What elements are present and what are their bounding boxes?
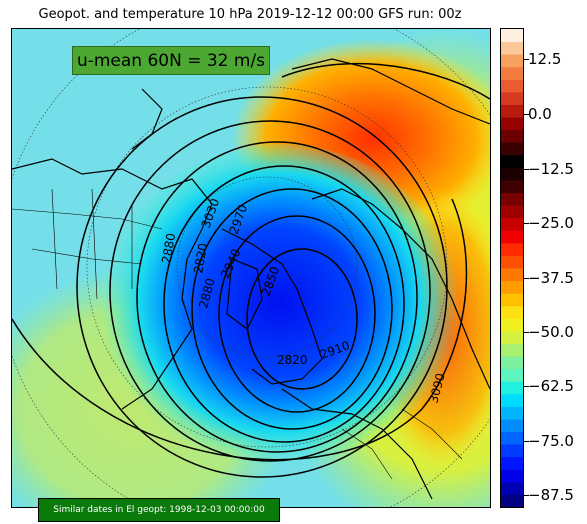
colorbar-band	[501, 330, 523, 344]
contour-label: 2820	[277, 353, 308, 367]
geopotential-contours	[12, 62, 490, 478]
map-panel: 3030 2970 2940 2850 2910 2880 3090 2820 …	[11, 28, 491, 508]
colorbar-band	[501, 343, 523, 357]
colorbar-band	[501, 494, 523, 507]
colorbar-tick	[523, 386, 529, 387]
colorbar-band	[501, 129, 523, 143]
colorbar-tick	[523, 441, 529, 442]
colorbar-band	[501, 230, 523, 244]
colorbar-band	[501, 469, 523, 483]
colorbar-band	[501, 192, 523, 206]
colorbar-band	[501, 280, 523, 294]
colorbar-band	[501, 205, 523, 219]
colorbar-band	[501, 318, 523, 332]
contour-label: 2820	[191, 242, 210, 275]
colorbar-band	[501, 66, 523, 80]
colorbar-band	[501, 255, 523, 269]
colorbar-label: −12.5	[528, 160, 574, 178]
colorbar-label: 12.5	[528, 50, 562, 68]
colorbar-band	[501, 179, 523, 194]
colorbar-band	[501, 29, 523, 43]
colorbar-label: −75.0	[528, 432, 574, 450]
graticule	[12, 29, 490, 507]
colorbar-tick	[523, 332, 529, 333]
colorbar-band	[501, 242, 523, 256]
colorbar-label: −62.5	[528, 377, 574, 395]
polar-vortex-cold-core	[100, 144, 460, 474]
colorbar-band	[501, 406, 523, 420]
colorbar-band	[501, 217, 523, 231]
colorbar-band	[501, 54, 523, 68]
colorbar-tick	[523, 59, 529, 60]
colorbar-band	[501, 79, 523, 93]
colorbar-label: −25.0	[528, 214, 574, 232]
temperature-map: 3030 2970 2940 2850 2910 2880 3090 2820 …	[12, 29, 490, 507]
colorbar-band	[501, 305, 523, 319]
colorbar-band	[501, 142, 523, 156]
chart-title: Geopot. and temperature 10 hPa 2019-12-1…	[38, 7, 462, 22]
colorbar-band	[501, 368, 523, 382]
colorbar-band	[501, 154, 523, 168]
colorbar-label: −37.5	[528, 269, 574, 287]
colorbar-band	[501, 268, 523, 282]
colorbar	[500, 28, 524, 508]
similar-dates-label: Similar dates in El geopt: 1998-12-03 00…	[38, 498, 280, 522]
colorbar-band	[501, 293, 523, 307]
colorbar-label: 0.0	[528, 105, 552, 123]
colorbar-band	[501, 167, 523, 181]
colorbar-band	[501, 393, 523, 407]
colorbar-tick	[523, 114, 529, 115]
colorbar-band	[501, 104, 523, 118]
umean-label: u-mean 60N = 32 m/s	[72, 46, 270, 75]
colorbar-band	[501, 356, 523, 370]
colorbar-label: −50.0	[528, 323, 574, 341]
colorbar-band	[501, 117, 523, 131]
colorbar-band	[501, 456, 523, 470]
colorbar-band	[501, 91, 523, 105]
colorbar-tick	[523, 278, 529, 279]
colorbar-band	[501, 431, 523, 445]
colorbar-band	[501, 481, 523, 495]
colorbar-label: −87.5	[528, 486, 574, 504]
colorbar-tick	[523, 223, 529, 224]
borders	[12, 188, 463, 480]
colorbar-band	[501, 418, 523, 433]
colorbar-tick	[523, 495, 529, 496]
contour-label: 2880	[159, 232, 178, 265]
colorbar-tick	[523, 169, 529, 170]
colorbar-band	[501, 41, 523, 55]
colorbar-band	[501, 444, 523, 458]
coastlines	[12, 58, 490, 500]
colorbar-band	[501, 381, 523, 395]
